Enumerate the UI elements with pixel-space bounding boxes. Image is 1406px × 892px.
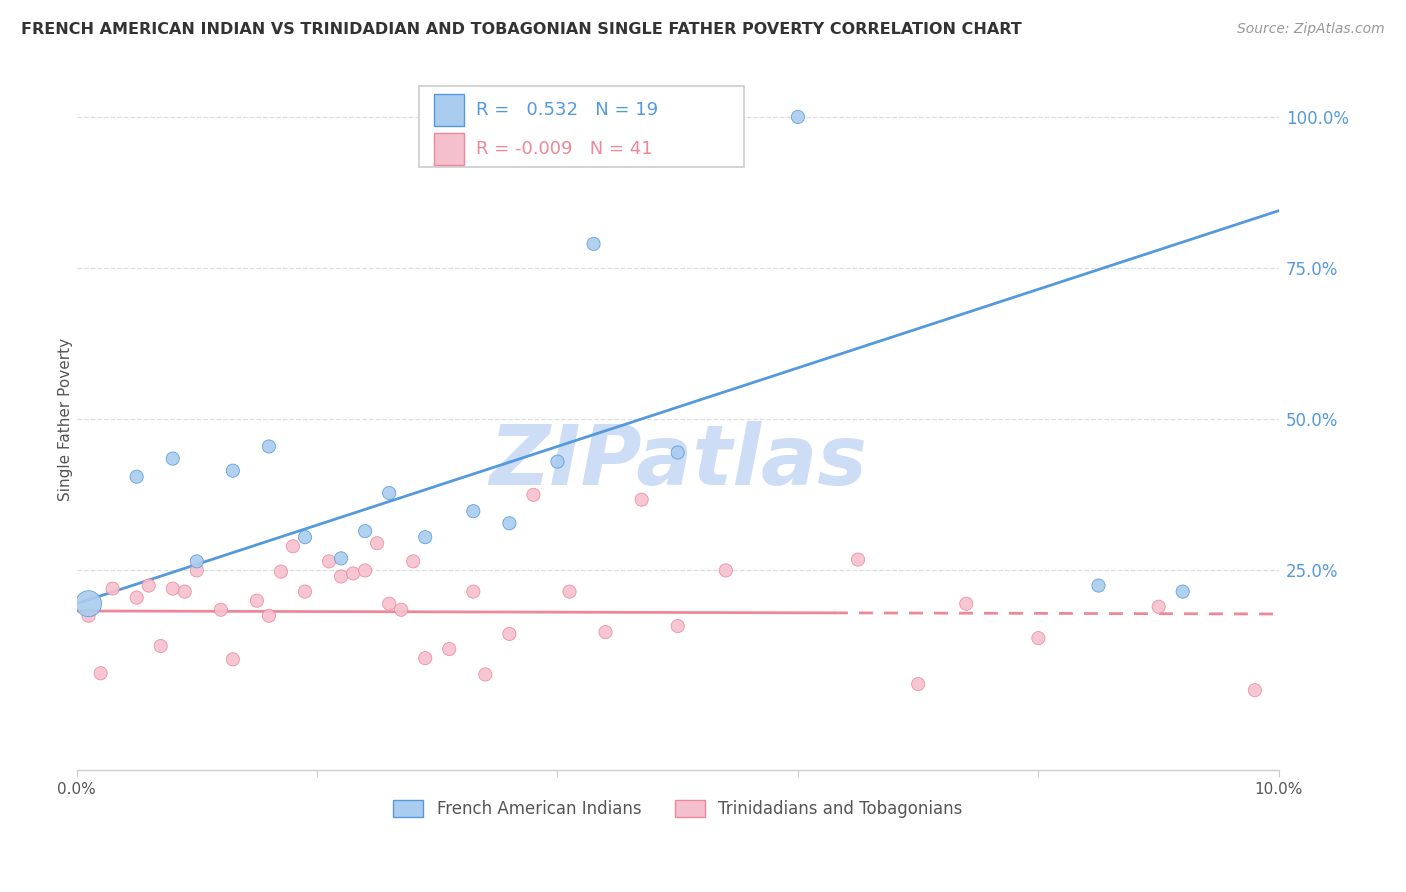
Text: ZIPatlas: ZIPatlas [489, 421, 866, 502]
Point [1147, 599, 1170, 614]
Point [787, 110, 810, 124]
Point [1087, 578, 1109, 592]
Text: R = -0.009   N = 41: R = -0.009 N = 41 [475, 140, 652, 158]
Point [1243, 683, 1265, 698]
Point [173, 584, 195, 599]
Point [666, 445, 689, 459]
Point [318, 554, 340, 568]
Point [595, 625, 617, 640]
Text: R =   0.532   N = 19: R = 0.532 N = 19 [475, 102, 658, 120]
Point [439, 642, 461, 657]
Point [522, 488, 544, 502]
Point [558, 584, 581, 599]
FancyBboxPatch shape [419, 86, 744, 167]
Point [222, 652, 245, 666]
Point [1171, 584, 1194, 599]
Point [186, 554, 208, 568]
Point [474, 667, 496, 681]
Point [257, 608, 280, 623]
Point [101, 582, 124, 596]
Point [413, 651, 436, 665]
Point [389, 603, 412, 617]
Point [413, 530, 436, 544]
Point [342, 566, 364, 581]
FancyBboxPatch shape [433, 95, 464, 126]
Point [149, 639, 172, 653]
Point [162, 451, 184, 466]
Y-axis label: Single Father Poverty: Single Father Poverty [58, 338, 73, 500]
Point [1028, 631, 1050, 645]
Point [186, 564, 208, 578]
Point [498, 516, 520, 531]
Point [138, 578, 160, 592]
Point [222, 464, 245, 478]
Point [378, 486, 401, 500]
Text: Source: ZipAtlas.com: Source: ZipAtlas.com [1237, 22, 1385, 37]
Point [463, 504, 485, 518]
Point [714, 564, 737, 578]
Point [354, 564, 377, 578]
Legend: French American Indians, Trinidadians and Tobagonians: French American Indians, Trinidadians an… [387, 793, 969, 825]
Point [955, 597, 977, 611]
Point [294, 530, 316, 544]
Point [366, 536, 388, 550]
Point [125, 591, 148, 605]
Point [666, 619, 689, 633]
Point [294, 584, 316, 599]
Point [330, 551, 353, 566]
Point [582, 236, 605, 251]
Point [77, 597, 100, 611]
Point [162, 582, 184, 596]
Point [498, 627, 520, 641]
FancyBboxPatch shape [433, 133, 464, 165]
Point [846, 552, 869, 566]
Point [402, 554, 425, 568]
Point [90, 666, 112, 681]
Point [330, 569, 353, 583]
Point [630, 492, 652, 507]
Point [77, 608, 100, 623]
Point [378, 597, 401, 611]
Point [257, 440, 280, 454]
Text: FRENCH AMERICAN INDIAN VS TRINIDADIAN AND TOBAGONIAN SINGLE FATHER POVERTY CORRE: FRENCH AMERICAN INDIAN VS TRINIDADIAN AN… [21, 22, 1022, 37]
Point [281, 539, 304, 553]
Point [270, 565, 292, 579]
Point [246, 593, 269, 607]
Point [547, 454, 569, 468]
Point [354, 524, 377, 538]
Point [209, 603, 232, 617]
Point [125, 469, 148, 483]
Point [463, 584, 485, 599]
Point [907, 677, 929, 691]
